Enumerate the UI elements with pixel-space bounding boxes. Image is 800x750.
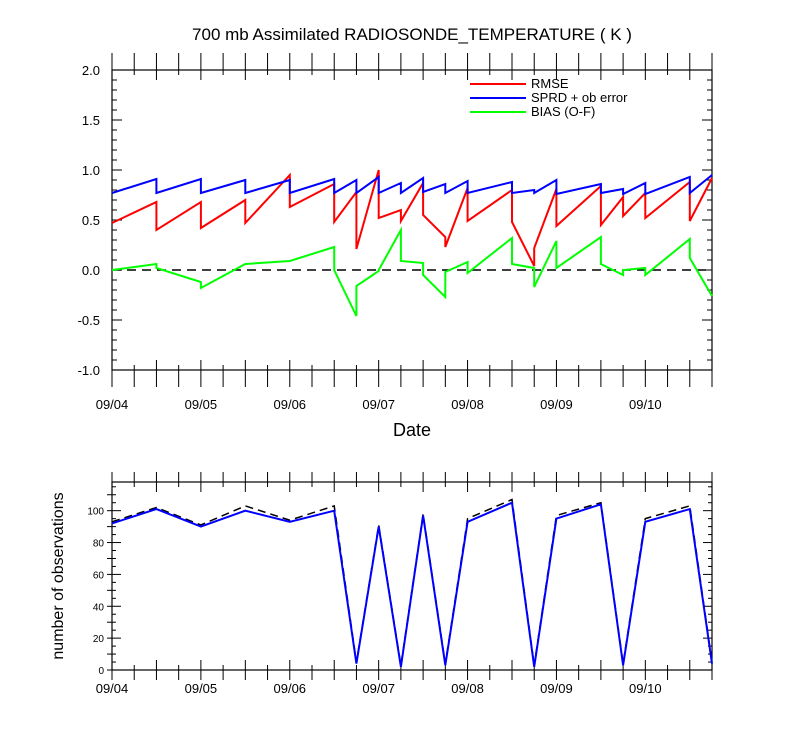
x-tick-label: 09/10 bbox=[629, 681, 662, 696]
legend-label: RMSE bbox=[531, 76, 569, 91]
x-tick-label: 09/07 bbox=[362, 397, 395, 412]
chart-title: 700 mb Assimilated RADIOSONDE_TEMPERATUR… bbox=[192, 25, 632, 44]
y-tick-label: 80 bbox=[93, 539, 105, 550]
x-tick-label: 09/09 bbox=[540, 681, 573, 696]
y-tick-label: -0.5 bbox=[78, 313, 100, 328]
series-line-rmse bbox=[111, 169, 713, 267]
y-tick-label: 40 bbox=[93, 602, 105, 613]
top-series-group bbox=[111, 169, 713, 317]
y-tick-label: -1.0 bbox=[78, 363, 100, 378]
y-tick-label: 0.5 bbox=[82, 213, 100, 228]
legend-label: BIAS (O-F) bbox=[531, 104, 595, 119]
x-tick-label: 09/08 bbox=[451, 681, 484, 696]
bottom-axis-ticks: 09/04 09/05 09/06 09/07 09/08 09/09 09/10 0 20 40… bbox=[87, 472, 713, 696]
bottom-series-group bbox=[111, 498, 713, 667]
x-tick-label: 09/04 bbox=[96, 681, 129, 696]
series-line-bias-o-f bbox=[111, 226, 713, 317]
y-tick-label: 0 bbox=[98, 666, 104, 677]
y-axis-label: number of observations bbox=[50, 492, 67, 659]
y-tick-label: 100 bbox=[87, 507, 104, 518]
series-line-sprd-ob-error bbox=[111, 174, 713, 196]
y-tick-label: 2.0 bbox=[82, 63, 100, 78]
x-tick-label: 09/06 bbox=[274, 681, 307, 696]
observations-total-line bbox=[111, 498, 713, 666]
x-tick-label: 09/08 bbox=[451, 397, 484, 412]
y-tick-label: 20 bbox=[93, 634, 105, 645]
top-plot-frame bbox=[111, 69, 713, 371]
x-tick-label: 09/10 bbox=[629, 397, 662, 412]
x-axis-label: Date bbox=[393, 420, 431, 440]
x-tick-label: 09/05 bbox=[185, 397, 218, 412]
top-chart: 09/04 09/05 09/06 09/07 09/08 09/09 09/10 -1.0 -… bbox=[78, 53, 713, 440]
legend-label: SPRD + ob error bbox=[531, 90, 628, 105]
y-tick-label: 1.0 bbox=[82, 163, 100, 178]
y-tick-label: 1.5 bbox=[82, 113, 100, 128]
y-tick-label: 60 bbox=[93, 570, 105, 581]
x-tick-label: 09/04 bbox=[96, 397, 129, 412]
observations-assimilated-line bbox=[111, 501, 713, 667]
bottom-plot-frame bbox=[111, 481, 713, 671]
x-tick-label: 09/09 bbox=[540, 397, 573, 412]
y-tick-label: 0.0 bbox=[82, 263, 100, 278]
top-axis-ticks: 09/04 09/05 09/06 09/07 09/08 09/09 09/10 -1.0 -… bbox=[78, 53, 713, 412]
x-tick-label: 09/05 bbox=[185, 681, 218, 696]
x-tick-label: 09/07 bbox=[362, 681, 395, 696]
bottom-chart: 09/04 09/05 09/06 09/07 09/08 09/09 09/10 0 20 40… bbox=[50, 472, 713, 696]
x-tick-label: 09/06 bbox=[274, 397, 307, 412]
